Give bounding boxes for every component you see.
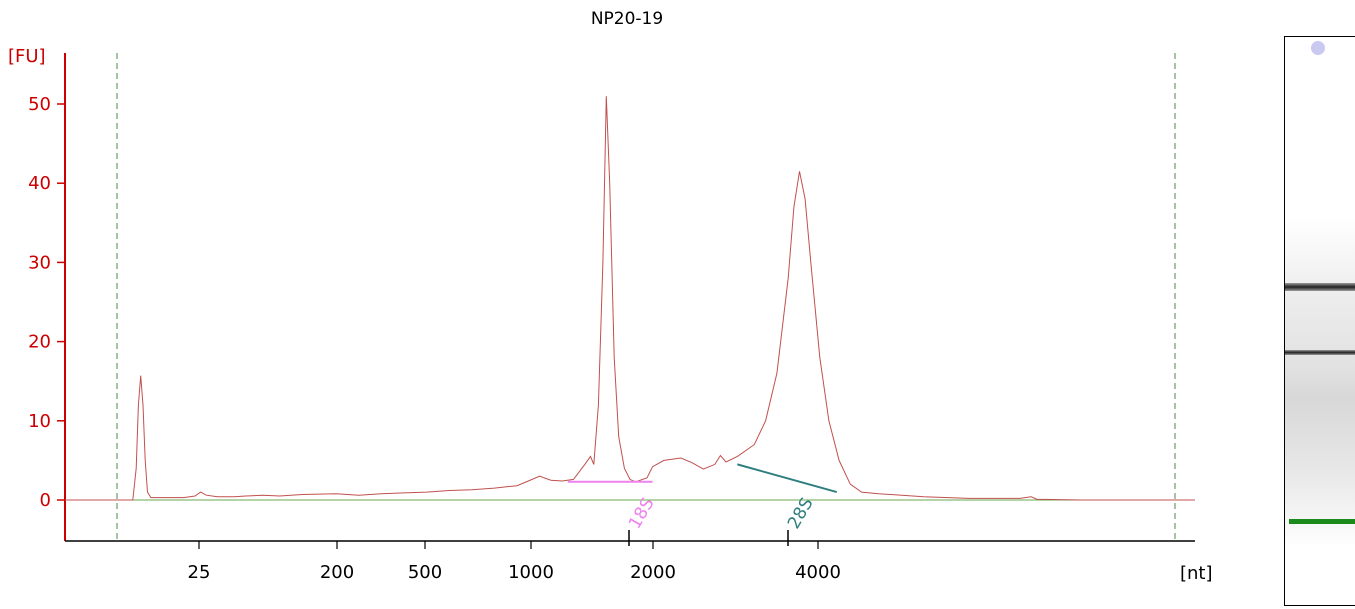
x-tick-label: 2000 <box>630 562 676 583</box>
x-tick-label: 200 <box>320 562 354 583</box>
y-axis-unit: [FU] <box>8 46 46 67</box>
gel-marker-band <box>1289 519 1355 524</box>
x-tick-label: 500 <box>408 562 442 583</box>
series-trace <box>65 96 1195 501</box>
gel-image <box>1284 36 1355 606</box>
y-tick-label: 40 <box>28 173 51 194</box>
x-tick-label: 4000 <box>795 562 841 583</box>
plot-area: [FU] [nt] 0 10 20 30 40 50 25 200 500 1000 2000 40… <box>8 46 1213 584</box>
y-tick-label: 30 <box>28 252 51 273</box>
x-tick-label: 1000 <box>508 562 554 583</box>
y-tick-label: 0 <box>40 490 51 511</box>
gel-loading-dot <box>1311 41 1325 55</box>
x-ticks: 25 200 500 1000 2000 4000 <box>188 541 841 583</box>
x-tick-label: 25 <box>188 562 211 583</box>
gel-smear <box>1285 217 1355 547</box>
peak-annotations: 18S 28S <box>567 463 838 546</box>
x-axis-unit: [nt] <box>1180 563 1213 584</box>
y-tick-label: 50 <box>28 94 51 115</box>
y-tick-label: 10 <box>28 411 51 432</box>
gel-band-18s <box>1285 350 1355 355</box>
chart-title: NP20-19 <box>591 9 663 29</box>
y-tick-label: 20 <box>28 332 51 353</box>
peak-28s-baseline <box>737 463 838 494</box>
electropherogram-chart: NP20-19 [FU] [nt] 0 10 20 30 40 50 25 200 500 10… <box>8 9 1213 584</box>
gel-band-28s <box>1285 283 1355 291</box>
y-ticks: 0 10 20 30 40 50 <box>28 94 65 511</box>
